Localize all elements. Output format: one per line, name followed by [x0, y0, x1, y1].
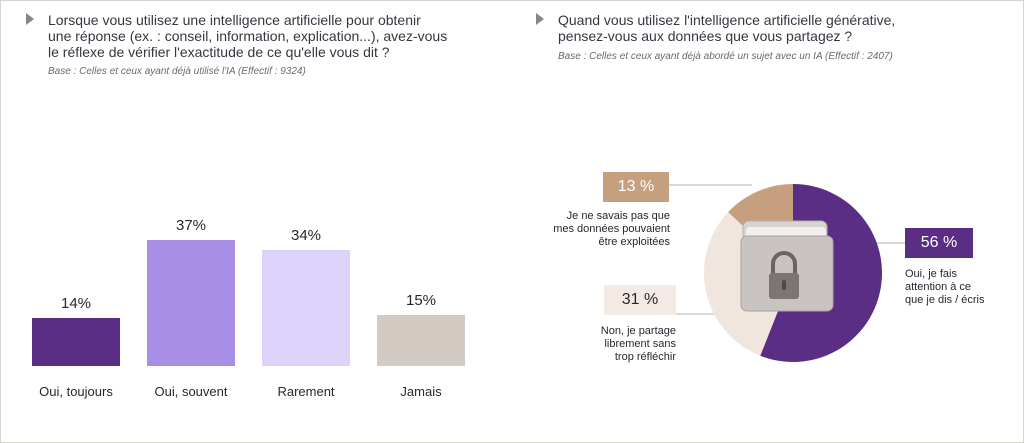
bar-category-label: Jamais — [400, 384, 442, 399]
folder-lock-icon — [740, 220, 834, 312]
bar-category-label: Oui, souvent — [154, 384, 228, 399]
left-question-text: Lorsque vous utilisez une intelligence a… — [48, 12, 448, 60]
bar-1 — [32, 318, 120, 366]
right-question: Quand vous utilisez l'intelligence artif… — [536, 12, 978, 44]
badge-31: 31 % — [604, 285, 676, 315]
bar-value-label: 34% — [290, 227, 322, 245]
label-56: Oui, je fais attention à ce que je dis /… — [905, 268, 985, 306]
label-31: Non, je partage librement sans trop réfl… — [600, 325, 676, 363]
right-base-note: Base : Celles et ceux ayant déjà abordé … — [558, 51, 893, 62]
left-question: Lorsque vous utilisez une intelligence a… — [26, 12, 468, 60]
left-arrow-icon — [26, 13, 34, 25]
bar-value-label: 37% — [175, 217, 207, 234]
bar-value-label: 14% — [60, 295, 92, 313]
bar-value-label: 15% — [405, 291, 437, 309]
badge-56: 56 % — [905, 228, 973, 258]
label-13: Je ne savais pas que mes données pouvaie… — [553, 210, 670, 248]
right-arrow-icon — [536, 13, 544, 25]
bar-category-label: Rarement — [277, 384, 335, 399]
badge-13: 13 % — [603, 172, 669, 202]
bar-2 — [147, 240, 235, 366]
bar-category-label: Oui, toujours — [39, 384, 113, 399]
left-base-note: Base : Celles et ceux ayant déjà utilisé… — [48, 66, 306, 77]
bar-3 — [262, 250, 350, 366]
bar-4 — [377, 314, 465, 366]
right-question-text: Quand vous utilisez l'intelligence artif… — [558, 12, 896, 44]
